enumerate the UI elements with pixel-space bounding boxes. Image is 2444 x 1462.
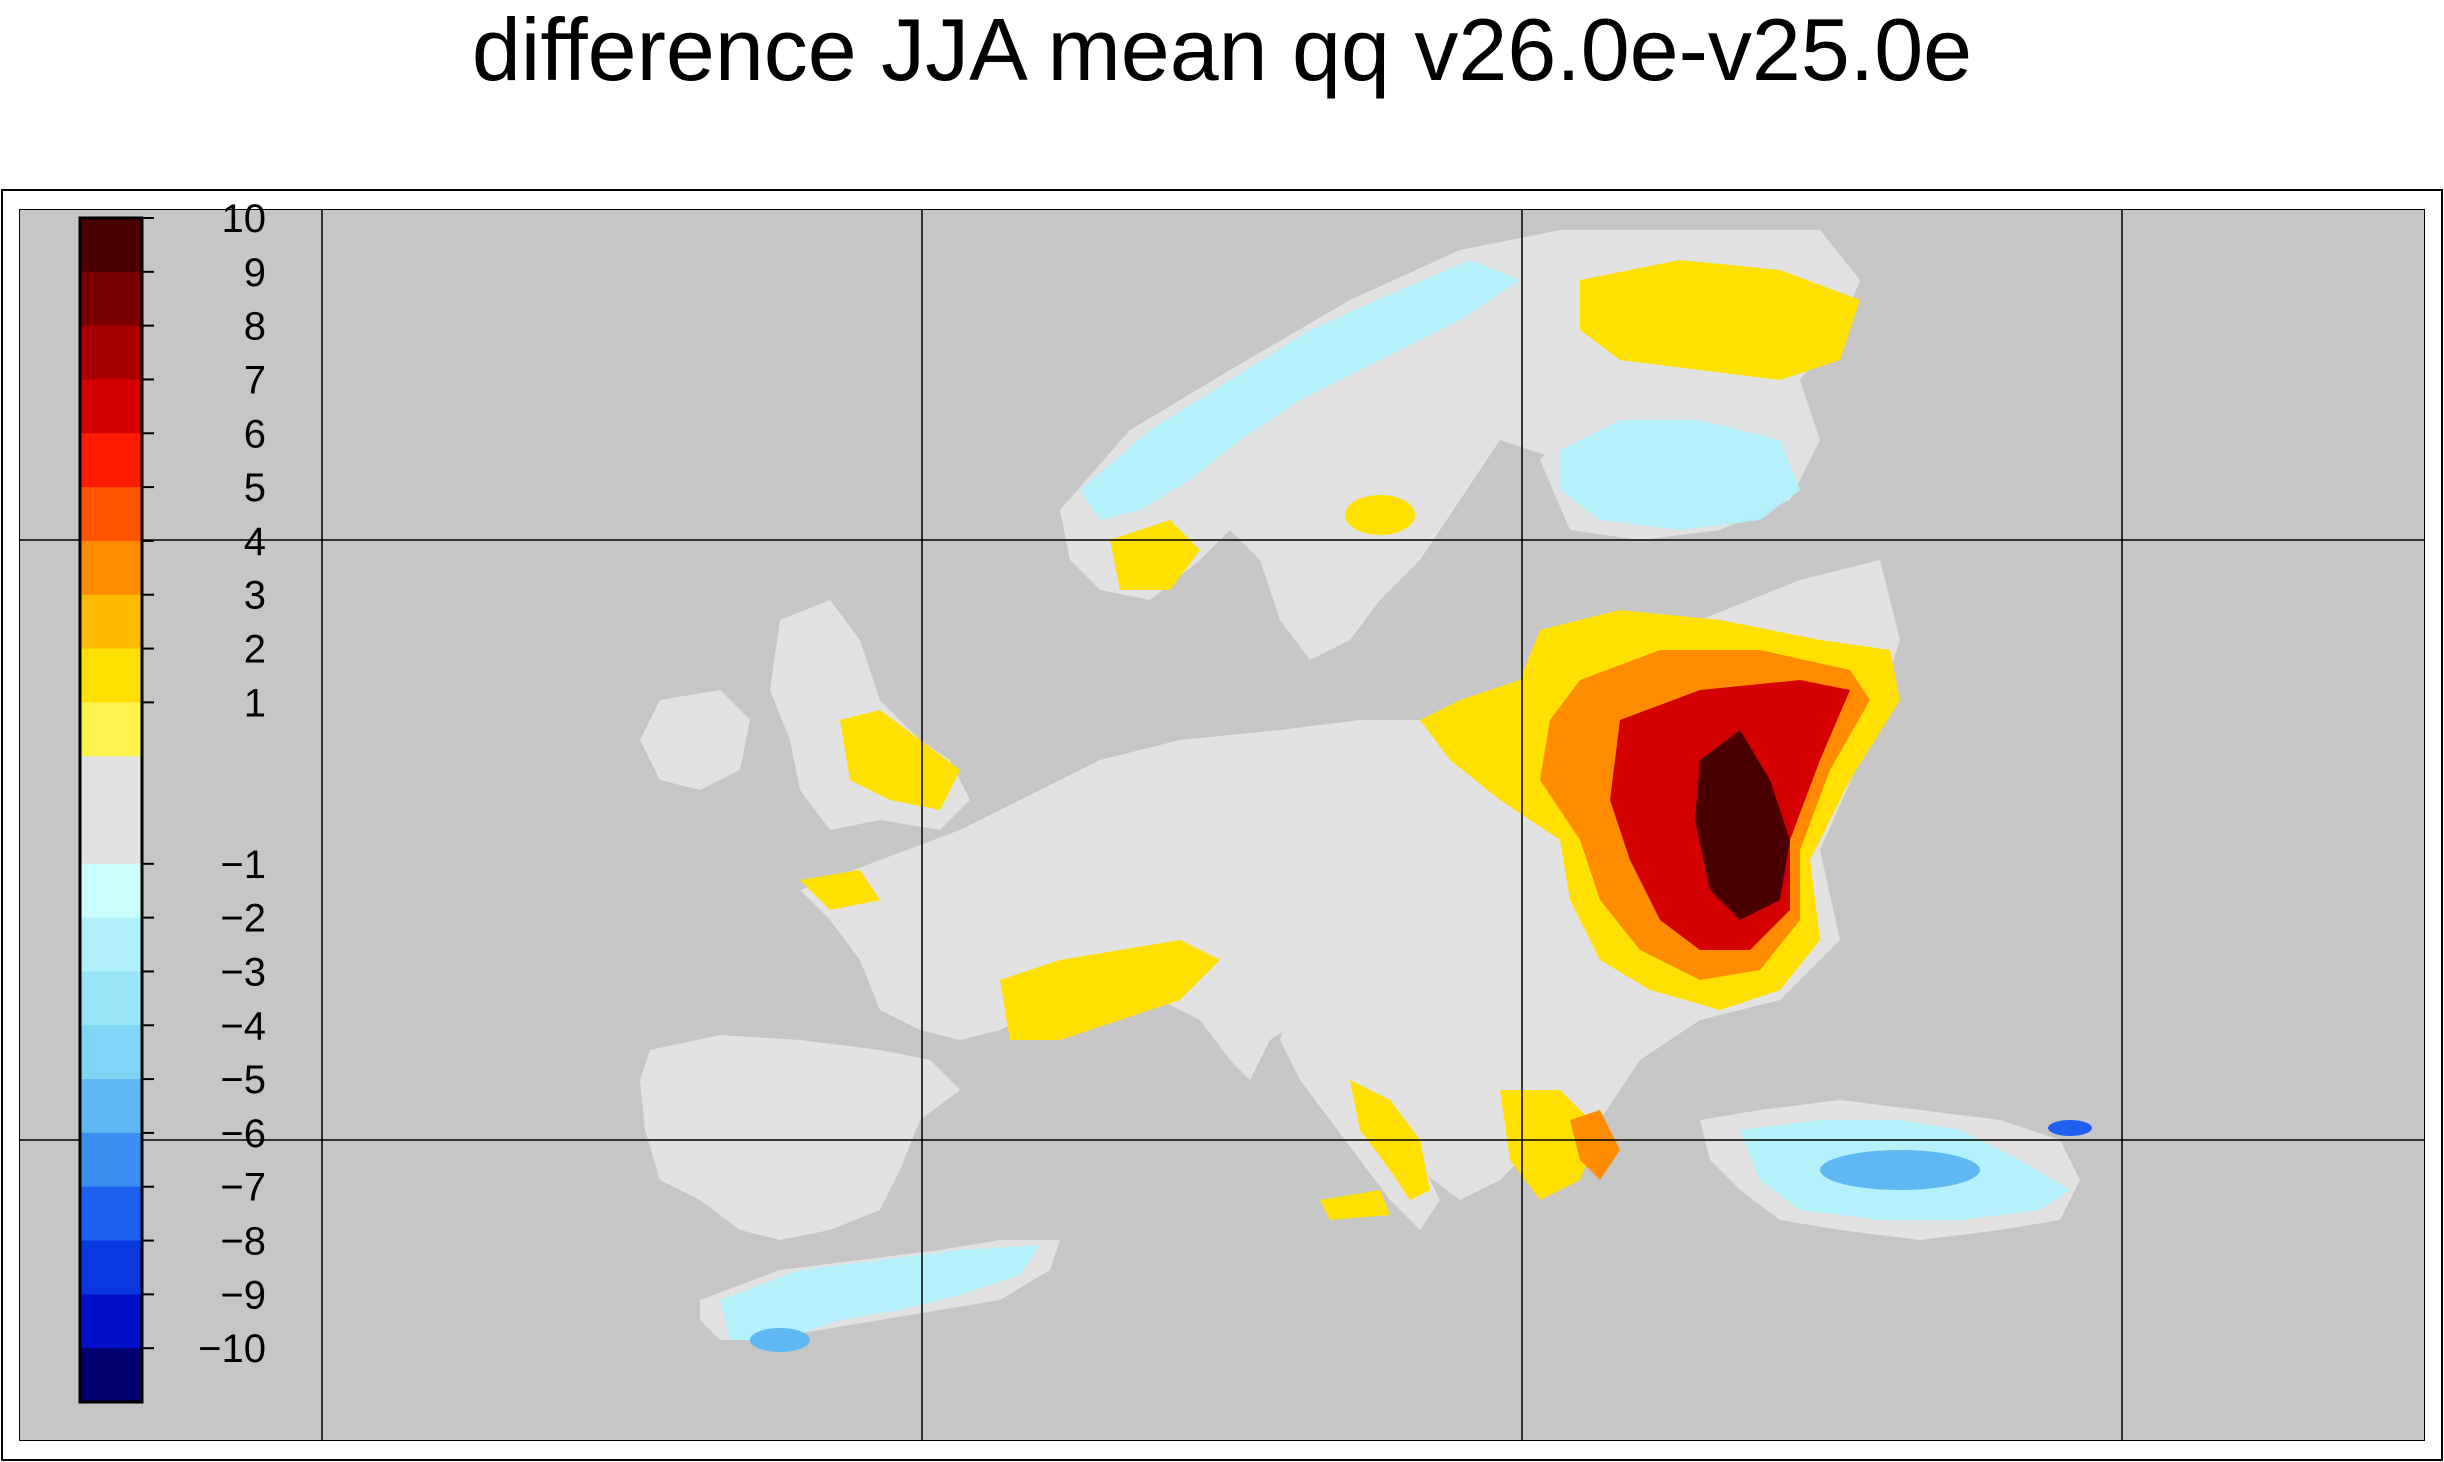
colorbar-tick-label: −4 — [220, 1004, 266, 1048]
colorbar-swatch — [80, 325, 142, 380]
colorbar-swatch — [80, 971, 142, 1026]
blue-caucasus — [2048, 1120, 2092, 1136]
yellow-south-norway — [1110, 520, 1200, 590]
blue-africa-core — [750, 1328, 810, 1352]
blue-finland — [1560, 420, 1800, 530]
colorbar-tick-label: 10 — [222, 197, 267, 241]
blue-north-africa — [720, 1245, 1040, 1340]
colorbar-swatch — [80, 487, 142, 542]
colorbar-swatch — [80, 433, 142, 488]
colorbar-border — [78, 216, 144, 1404]
colorbar-tick-label: 3 — [244, 574, 266, 618]
blue-turkey-core — [1820, 1150, 1980, 1190]
colorbar-tick-label: 1 — [244, 681, 266, 725]
yellow-sicily — [1320, 1190, 1390, 1220]
colorbar-swatch — [80, 271, 142, 327]
colorbar-tick-label: 6 — [244, 412, 266, 456]
colorbar-tick-label: −8 — [220, 1220, 266, 1264]
colorbar-swatch — [80, 1079, 142, 1134]
colorbar-swatch — [80, 1240, 142, 1295]
colorbar-swatch — [80, 1348, 142, 1403]
yellow-alps — [1000, 940, 1220, 1040]
colorbar-tick-label: −5 — [220, 1058, 266, 1102]
yellow-south-sweden — [1345, 495, 1415, 535]
map-area — [20, 210, 2424, 1440]
yellow-england — [840, 710, 960, 810]
colorbar-swatch — [80, 1132, 142, 1188]
colorbar-tick-label: −9 — [220, 1273, 266, 1317]
region-ireland — [640, 690, 750, 790]
colorbar-tick-label: 5 — [244, 466, 266, 510]
region-iberia — [640, 1035, 960, 1240]
colorbar-tick-label: −2 — [220, 897, 266, 941]
colorbar-swatch — [80, 218, 142, 273]
colorbar-tick-label: 9 — [244, 251, 266, 295]
colorbar-swatch — [80, 863, 142, 919]
colorbar-swatch — [80, 1294, 142, 1349]
colorbar-tick-label: 2 — [244, 628, 266, 672]
colorbar-tick-label: −10 — [198, 1327, 266, 1371]
colorbar-swatch — [80, 810, 142, 865]
colorbar-tick-label: 8 — [244, 305, 266, 349]
outer-frame — [1, 189, 2443, 1461]
colorbar-swatch — [80, 756, 142, 811]
strong-negative-change — [750, 1120, 2092, 1352]
colorbar-swatch — [80, 379, 142, 434]
colorbar-swatch — [80, 1025, 142, 1080]
blue-norway — [1080, 260, 1520, 520]
colorbar-swatch — [80, 648, 142, 703]
colorbar-tick-label: 7 — [244, 358, 266, 402]
colorbar-tick-label: −3 — [220, 950, 266, 994]
higher-positive-change — [1540, 650, 1870, 1180]
colorbar-swatch — [80, 702, 142, 757]
colorbar-swatch — [80, 917, 142, 972]
yellow-brittany — [800, 870, 880, 910]
colorbar-swatch — [80, 1186, 142, 1242]
map-title: difference JJA mean qq v26.0e-v25.0e — [471, 0, 1973, 99]
colorbar-tick-label: −6 — [220, 1112, 266, 1156]
colorbar-swatch — [80, 540, 142, 596]
colorbar-tick-label: 4 — [244, 520, 266, 564]
colorbar: 10 9 8 7 6 5 4 3 2 1 −1 −2 −3 −4 −5 −6 −7 −8 −9 −10 — [78, 197, 267, 1404]
colorbar-swatch — [80, 594, 142, 650]
orange-greece — [1570, 1110, 1620, 1180]
colorbar-tick-label: −7 — [220, 1166, 266, 1210]
yellow-north-sweden — [1580, 260, 1860, 380]
darkred-eastern-europe — [1695, 730, 1790, 920]
map-gridlines — [20, 210, 2424, 1440]
colorbar-tick-label: −1 — [220, 843, 266, 887]
yellow-balkans — [1500, 1090, 1600, 1200]
